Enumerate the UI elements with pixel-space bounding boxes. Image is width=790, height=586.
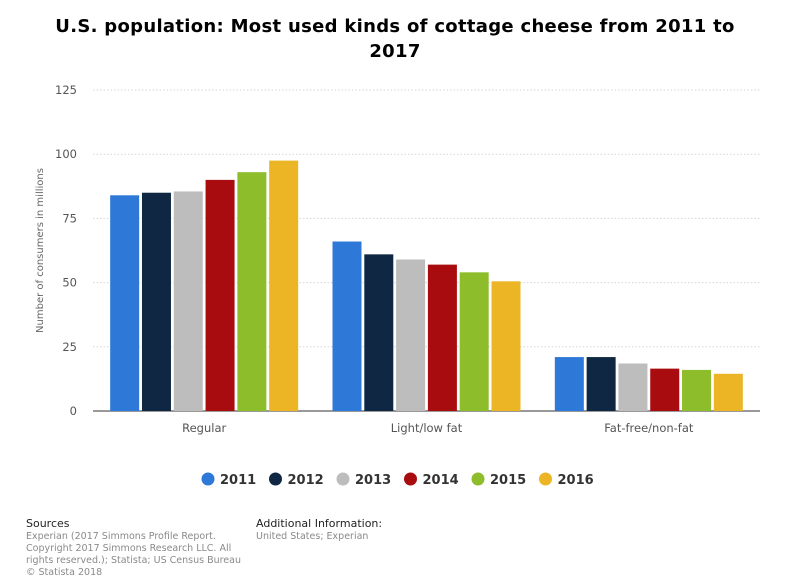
legend-swatch [201, 472, 215, 486]
bar-2016 [269, 160, 299, 411]
x-axis-ticks: Regular Light/low fat Fat-free/non-fat [182, 421, 694, 435]
copyright-text: © Statista 2018 [26, 567, 103, 578]
legend-swatch [471, 472, 485, 486]
bars [110, 160, 743, 411]
y-tick-label: 100 [55, 147, 77, 161]
y-tick-label: 0 [70, 404, 77, 418]
bar-2012 [141, 192, 171, 411]
gridlines [93, 89, 760, 412]
chart-title: U.S. population: Most used kinds of cott… [55, 16, 735, 62]
bar-2016 [713, 373, 743, 411]
bar-2016 [491, 281, 521, 411]
x-tick-label: Light/low fat [391, 421, 463, 435]
legend-label: 2015 [490, 473, 526, 488]
bar-2011 [332, 241, 362, 411]
bar-2012 [586, 357, 616, 411]
bar-2013 [396, 259, 426, 411]
bar-2013 [173, 191, 203, 411]
x-tick-label: Regular [182, 421, 226, 435]
bar-2011 [554, 357, 584, 411]
bar-2014 [205, 179, 235, 411]
legend-swatch [404, 472, 417, 486]
legend-label: 2012 [288, 473, 324, 488]
legend-item[interactable]: 2013 [336, 472, 392, 489]
legend-label: 2011 [220, 473, 256, 488]
additional-info-block: Additional Information: United States; E… [256, 517, 476, 543]
legend-item[interactable]: 2011 [201, 472, 257, 489]
bar-2014 [427, 264, 457, 411]
legend-swatch [269, 472, 282, 486]
legend-item[interactable]: 2012 [269, 472, 324, 489]
sources-block: Sources Experian (2017 Simmons Profile R… [26, 517, 251, 579]
y-tick-label: 75 [62, 211, 77, 225]
sources-text: Experian (2017 Simmons Profile Report. C… [26, 531, 241, 566]
legend-label: 2013 [355, 473, 391, 488]
bar-2015 [682, 369, 712, 411]
bar-2011 [110, 195, 140, 411]
legend-item[interactable]: 2014 [404, 472, 459, 489]
y-tick-label: 50 [62, 276, 77, 290]
legend-swatch [539, 472, 552, 486]
legend-item[interactable]: 2015 [471, 472, 527, 489]
y-tick-label: 125 [55, 83, 77, 97]
bar-2014 [650, 368, 680, 411]
legend-label: 2014 [423, 473, 459, 488]
y-axis-ticks: 0 25 50 75 100 125 [55, 83, 77, 418]
legend-swatch [336, 472, 350, 486]
additional-info-heading: Additional Information: [256, 517, 383, 530]
x-tick-label: Fat-free/non-fat [604, 421, 694, 435]
legend-item[interactable]: 2016 [539, 472, 594, 489]
additional-info-text: United States; Experian [256, 531, 369, 542]
y-axis-label: Number of consumers in millions [35, 168, 46, 333]
legend-label: 2016 [558, 473, 594, 488]
legend: 2011 2012 2013 2014 2015 2016 [201, 472, 594, 489]
bar-2012 [364, 254, 394, 411]
sources-heading: Sources [26, 517, 70, 530]
bar-2013 [618, 363, 648, 411]
bar-2015 [237, 172, 267, 411]
y-tick-label: 25 [62, 340, 77, 354]
bar-2015 [459, 272, 489, 411]
